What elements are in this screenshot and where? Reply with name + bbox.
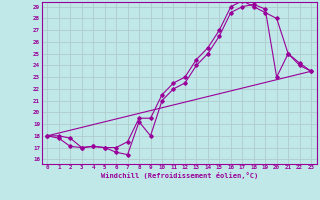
X-axis label: Windchill (Refroidissement éolien,°C): Windchill (Refroidissement éolien,°C) [100, 172, 258, 179]
